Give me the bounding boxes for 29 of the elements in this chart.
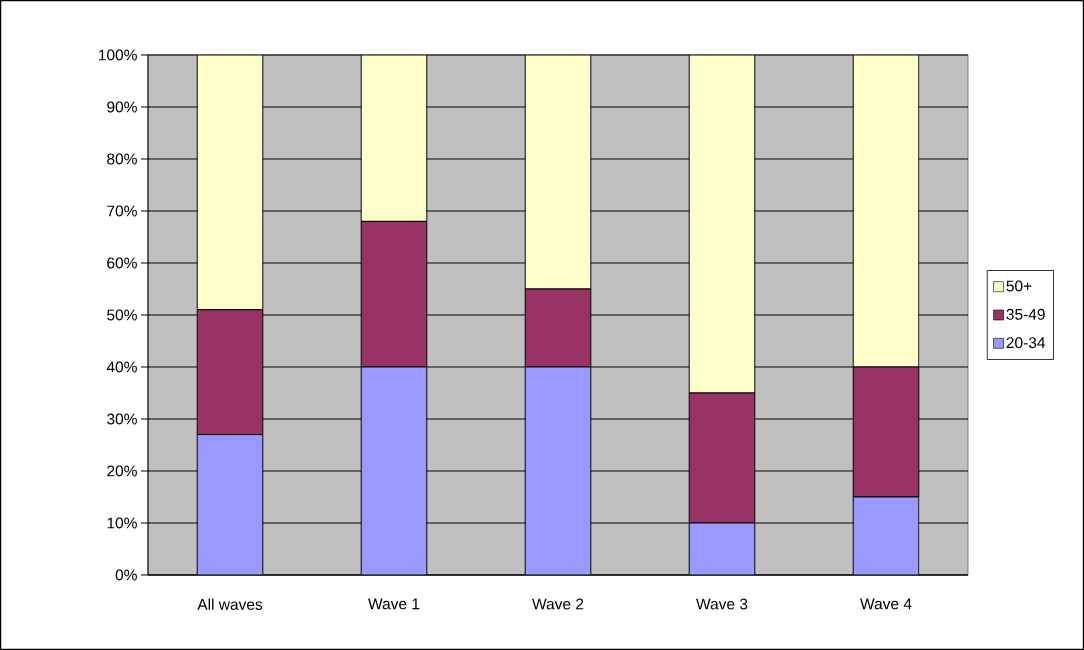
x-tick-label: Wave 2 xyxy=(532,598,584,610)
bar xyxy=(196,434,264,575)
y-tick-label: 40% xyxy=(106,361,137,373)
y-tick-label: 90% xyxy=(107,101,137,113)
y-tick-label: 20% xyxy=(107,465,137,477)
y-tick-label: 70% xyxy=(107,205,137,217)
y-tick-label: 80% xyxy=(107,153,137,165)
legend-label: 35-49 xyxy=(1006,308,1045,320)
y-tick-label: 60% xyxy=(107,257,137,269)
y-tick-label: 10% xyxy=(107,517,137,529)
y-tick-label: 30% xyxy=(107,413,137,425)
x-tick-label: All waves xyxy=(197,598,263,610)
y-tick-label: 0% xyxy=(115,569,137,581)
bar xyxy=(360,54,428,222)
bar xyxy=(524,54,592,290)
bar xyxy=(360,366,428,575)
legend-label: 20-34 xyxy=(1006,337,1046,349)
bar xyxy=(524,366,592,575)
bar xyxy=(852,496,920,575)
x-tick-label: Wave 4 xyxy=(860,598,912,610)
legend-label: 50+ xyxy=(1006,280,1032,292)
bar xyxy=(852,54,920,368)
x-tick-label: Wave 1 xyxy=(368,598,420,610)
bar xyxy=(196,54,264,311)
y-tick-label: 50% xyxy=(107,309,137,321)
bar xyxy=(688,522,756,575)
x-tick-label: Wave 3 xyxy=(696,598,748,610)
y-tick-label: 100% xyxy=(99,49,137,61)
bar xyxy=(688,54,756,394)
